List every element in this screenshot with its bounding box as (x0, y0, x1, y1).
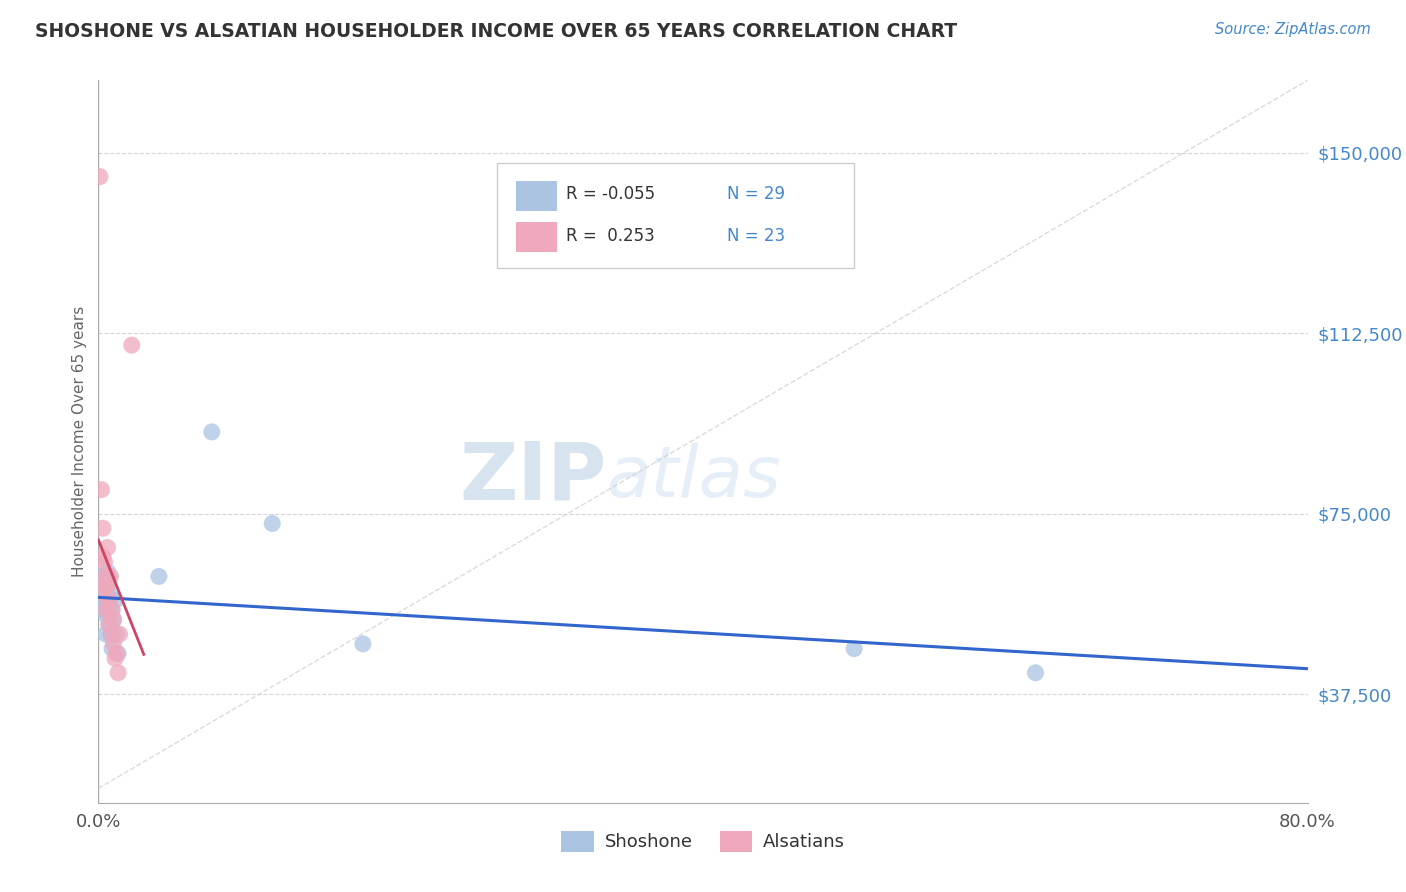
Point (94, 607, 117, 622)
Point (101, 603, 124, 617)
Point (94, 569, 117, 583)
Point (93, 555, 115, 569)
Point (96, 579, 118, 593)
Point (98, 593, 121, 607)
Point (103, 613, 125, 627)
Text: R =  0.253: R = 0.253 (567, 227, 655, 244)
Point (107, 665, 129, 680)
Point (94, 627, 117, 641)
Point (90, 483, 112, 497)
Point (100, 627, 122, 641)
Point (262, 516, 284, 531)
Point (96, 579, 118, 593)
Point (201, 425, 224, 439)
Point (91, 521, 114, 535)
Point (98, 617, 121, 632)
Point (104, 651, 127, 665)
Text: ZIP: ZIP (458, 439, 606, 516)
Point (94, 603, 117, 617)
Point (98, 617, 121, 632)
FancyBboxPatch shape (516, 222, 557, 252)
Text: atlas: atlas (606, 443, 780, 512)
Text: R = -0.055: R = -0.055 (567, 186, 655, 203)
Point (96, 603, 118, 617)
Point (100, 569, 122, 583)
Text: Source: ZipAtlas.com: Source: ZipAtlas.com (1215, 22, 1371, 37)
FancyBboxPatch shape (516, 181, 557, 211)
Point (105, 647, 128, 661)
Point (90, 579, 112, 593)
Point (103, 637, 125, 651)
Point (89, 169, 111, 184)
Point (121, 338, 143, 352)
Point (352, 637, 374, 651)
Text: SHOSHONE VS ALSATIAN HOUSEHOLDER INCOME OVER 65 YEARS CORRELATION CHART: SHOSHONE VS ALSATIAN HOUSEHOLDER INCOME … (35, 22, 957, 41)
Point (1024, 665, 1046, 680)
Point (101, 641, 124, 656)
Point (91, 603, 114, 617)
Text: N = 23: N = 23 (727, 227, 786, 244)
Point (844, 641, 866, 656)
Point (93, 599, 115, 613)
Point (93, 579, 115, 593)
Point (96, 541, 118, 555)
Point (107, 647, 129, 661)
Point (91, 593, 114, 607)
Point (98, 569, 121, 583)
Point (104, 593, 127, 607)
Text: N = 29: N = 29 (727, 186, 785, 203)
Point (100, 589, 122, 603)
Point (93, 579, 115, 593)
Legend: Shoshone, Alsatians: Shoshone, Alsatians (554, 823, 852, 859)
Y-axis label: Householder Income Over 65 years: Householder Income Over 65 years (72, 306, 87, 577)
Point (101, 603, 124, 617)
Point (98, 593, 121, 607)
Point (96, 565, 118, 579)
Point (105, 627, 128, 641)
Point (91, 550, 114, 565)
Point (101, 627, 124, 641)
FancyBboxPatch shape (498, 163, 855, 268)
Point (94, 589, 117, 603)
Point (103, 613, 125, 627)
Point (108, 627, 131, 641)
Point (94, 589, 117, 603)
Point (148, 569, 170, 583)
Point (90, 569, 112, 583)
